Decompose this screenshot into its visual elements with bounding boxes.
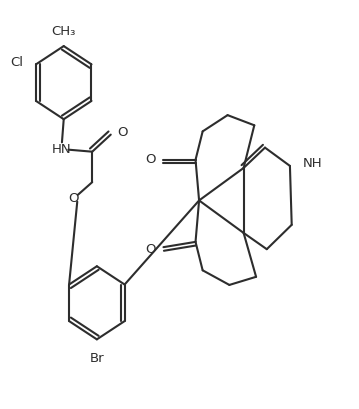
Text: O: O bbox=[145, 153, 156, 166]
Text: O: O bbox=[117, 126, 128, 139]
Text: O: O bbox=[145, 243, 156, 256]
Text: Br: Br bbox=[89, 352, 104, 364]
Text: NH: NH bbox=[302, 157, 322, 171]
Text: CH₃: CH₃ bbox=[52, 25, 76, 38]
Text: O: O bbox=[69, 192, 79, 205]
Text: HN: HN bbox=[52, 143, 72, 156]
Text: Cl: Cl bbox=[10, 56, 23, 69]
